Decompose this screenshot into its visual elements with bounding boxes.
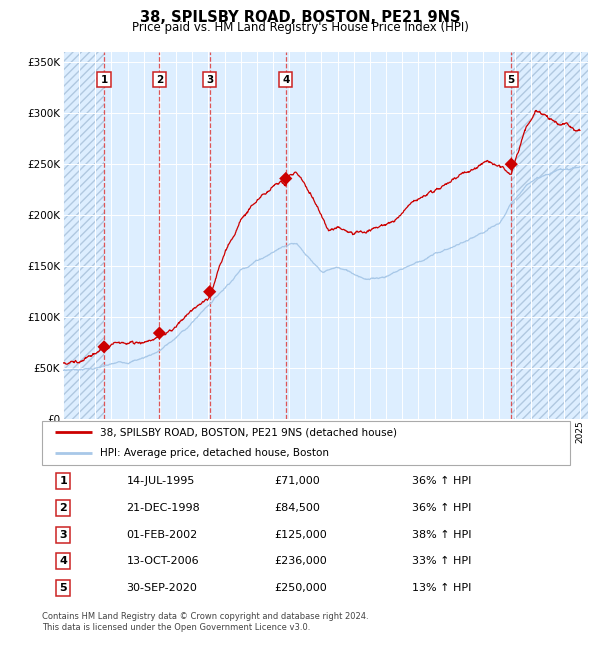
Text: £125,000: £125,000 <box>274 530 327 540</box>
Text: 36% ↑ HPI: 36% ↑ HPI <box>412 503 471 513</box>
Text: 30-SEP-2020: 30-SEP-2020 <box>127 583 197 593</box>
Text: 38, SPILSBY ROAD, BOSTON, PE21 9NS (detached house): 38, SPILSBY ROAD, BOSTON, PE21 9NS (deta… <box>100 428 397 437</box>
Bar <box>63 52 104 419</box>
Text: £84,500: £84,500 <box>274 503 320 513</box>
Text: This data is licensed under the Open Government Licence v3.0.: This data is licensed under the Open Gov… <box>42 623 310 632</box>
Text: 13% ↑ HPI: 13% ↑ HPI <box>412 583 471 593</box>
Text: 38% ↑ HPI: 38% ↑ HPI <box>412 530 471 540</box>
Text: 1: 1 <box>100 75 107 84</box>
Text: 36% ↑ HPI: 36% ↑ HPI <box>412 476 471 486</box>
Text: 4: 4 <box>59 556 67 566</box>
Text: 33% ↑ HPI: 33% ↑ HPI <box>412 556 471 566</box>
Point <box>281 174 290 184</box>
Text: 3: 3 <box>206 75 214 84</box>
Point <box>506 159 516 170</box>
Text: 1: 1 <box>59 476 67 486</box>
Point <box>205 287 214 297</box>
Text: 13-OCT-2006: 13-OCT-2006 <box>127 556 199 566</box>
Text: £71,000: £71,000 <box>274 476 320 486</box>
Text: 5: 5 <box>508 75 515 84</box>
Bar <box>511 52 588 419</box>
Text: 4: 4 <box>282 75 289 84</box>
Text: 5: 5 <box>59 583 67 593</box>
Text: 3: 3 <box>59 530 67 540</box>
Text: £250,000: £250,000 <box>274 583 327 593</box>
Text: 01-FEB-2002: 01-FEB-2002 <box>127 530 198 540</box>
Text: 14-JUL-1995: 14-JUL-1995 <box>127 476 195 486</box>
Text: 21-DEC-1998: 21-DEC-1998 <box>127 503 200 513</box>
Text: 2: 2 <box>59 503 67 513</box>
Text: 2: 2 <box>156 75 163 84</box>
Text: 38, SPILSBY ROAD, BOSTON, PE21 9NS: 38, SPILSBY ROAD, BOSTON, PE21 9NS <box>140 10 460 25</box>
Text: £236,000: £236,000 <box>274 556 327 566</box>
Text: HPI: Average price, detached house, Boston: HPI: Average price, detached house, Bost… <box>100 448 329 458</box>
Text: Price paid vs. HM Land Registry's House Price Index (HPI): Price paid vs. HM Land Registry's House … <box>131 21 469 34</box>
Text: Contains HM Land Registry data © Crown copyright and database right 2024.: Contains HM Land Registry data © Crown c… <box>42 612 368 621</box>
Point <box>99 342 109 352</box>
Point <box>155 328 164 338</box>
